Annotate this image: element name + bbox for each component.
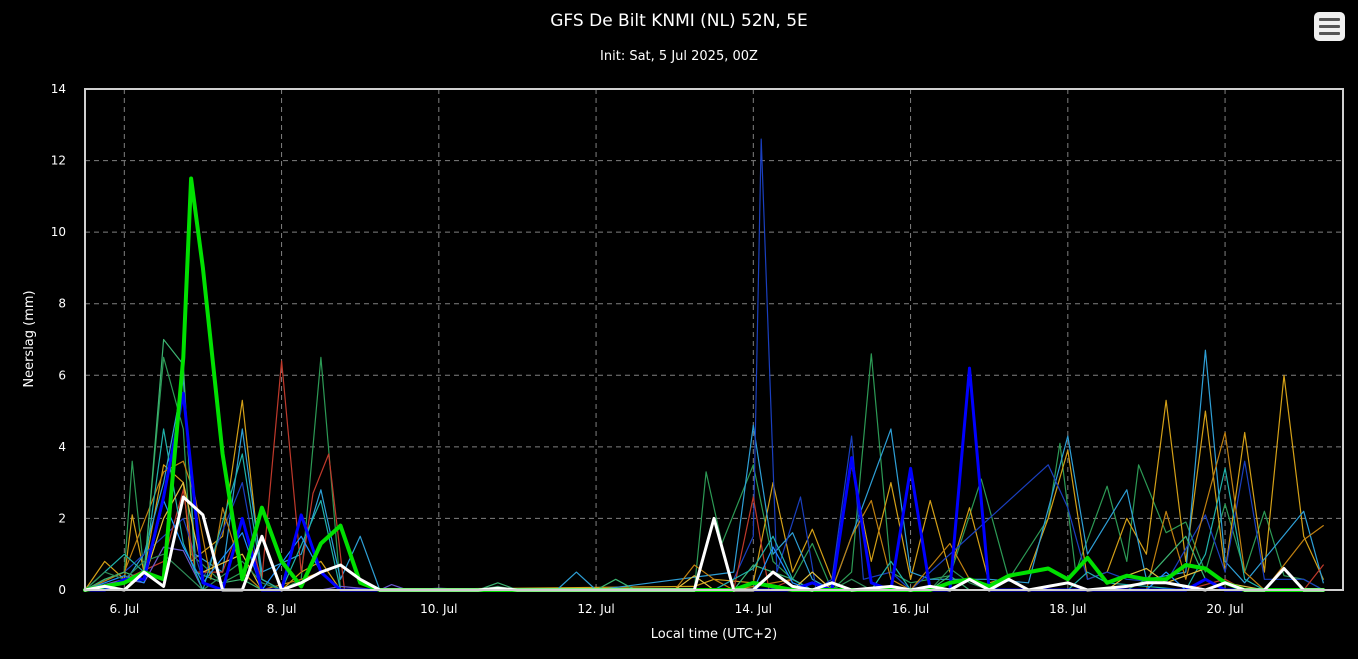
x-tick-label: 14. Jul bbox=[735, 602, 772, 616]
series-line-member-3 bbox=[84, 138, 1324, 591]
x-tick-labels: 6. Jul 8. Jul 10. Jul 12. Jul 14. Jul 16. Jul… bbox=[109, 602, 1243, 616]
series-group bbox=[83, 138, 1326, 592]
y-tick-label: 0 bbox=[58, 583, 66, 597]
series-line-member-5 bbox=[84, 431, 1324, 591]
y-tick-label: 8 bbox=[58, 297, 66, 311]
series-line-control-14 bbox=[83, 495, 1325, 592]
x-axis-title: Local time (UTC+2) bbox=[651, 627, 777, 642]
menu-bar bbox=[1319, 18, 1340, 21]
x-tick-label: 8. Jul bbox=[267, 602, 297, 616]
series-line-mean-13 bbox=[83, 176, 1326, 592]
plot-border bbox=[84, 88, 1344, 591]
y-tick-label: 4 bbox=[58, 440, 66, 454]
y-tick-label: 10 bbox=[51, 225, 66, 239]
menu-bar bbox=[1319, 25, 1340, 28]
grid bbox=[85, 89, 1343, 590]
y-axis-title: Neerslag (mm) bbox=[22, 290, 37, 387]
chart-title: GFS De Bilt KNMI (NL) 52N, 5E bbox=[550, 11, 808, 31]
x-tick-label: 16. Jul bbox=[892, 602, 929, 616]
x-tick-label: 18. Jul bbox=[1049, 602, 1086, 616]
menu-bar bbox=[1319, 32, 1340, 35]
x-tick-label: 12. Jul bbox=[577, 602, 614, 616]
hamburger-menu-icon[interactable] bbox=[1314, 12, 1345, 41]
y-tick-labels: 0 2 4 6 8 10 12 14 bbox=[51, 82, 66, 597]
y-tick-label: 14 bbox=[51, 82, 66, 96]
series-line-member-2 bbox=[84, 349, 1324, 591]
x-tick-label: 6. Jul bbox=[109, 602, 139, 616]
x-tick-label: 10. Jul bbox=[420, 602, 457, 616]
chart-subtitle: Init: Sat, 5 Jul 2025, 00Z bbox=[600, 49, 758, 64]
y-tick-label: 12 bbox=[51, 154, 66, 168]
x-tick-label: 20. Jul bbox=[1206, 602, 1243, 616]
y-tick-label: 2 bbox=[58, 511, 66, 525]
y-tick-label: 6 bbox=[58, 368, 66, 382]
